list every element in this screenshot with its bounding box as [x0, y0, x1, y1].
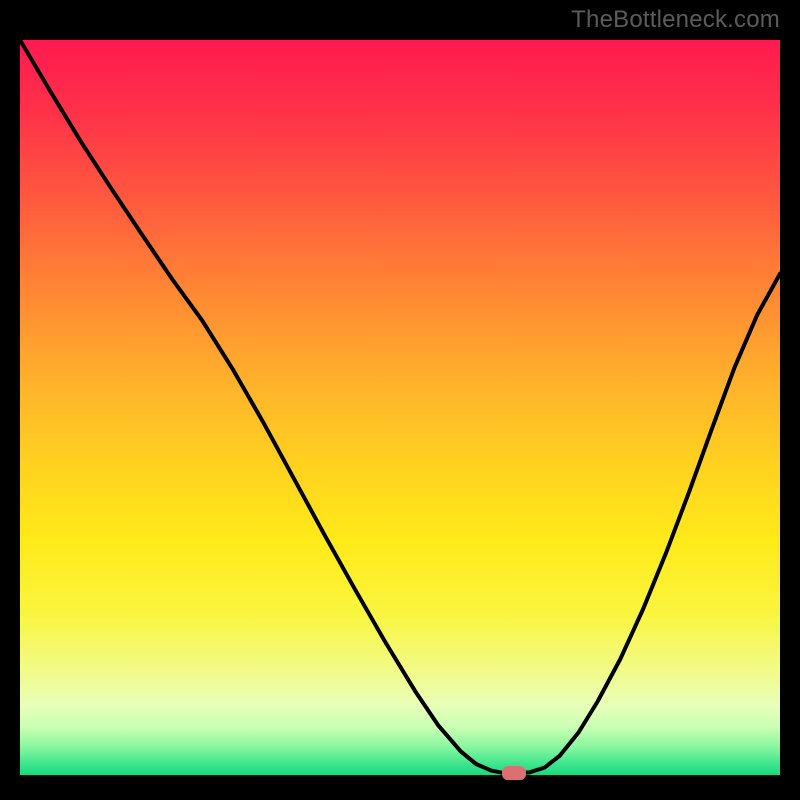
bottleneck-chart [0, 0, 800, 800]
optimum-marker [502, 766, 526, 780]
chart-frame: TheBottleneck.com [0, 0, 800, 800]
watermark-label: TheBottleneck.com [571, 6, 780, 34]
